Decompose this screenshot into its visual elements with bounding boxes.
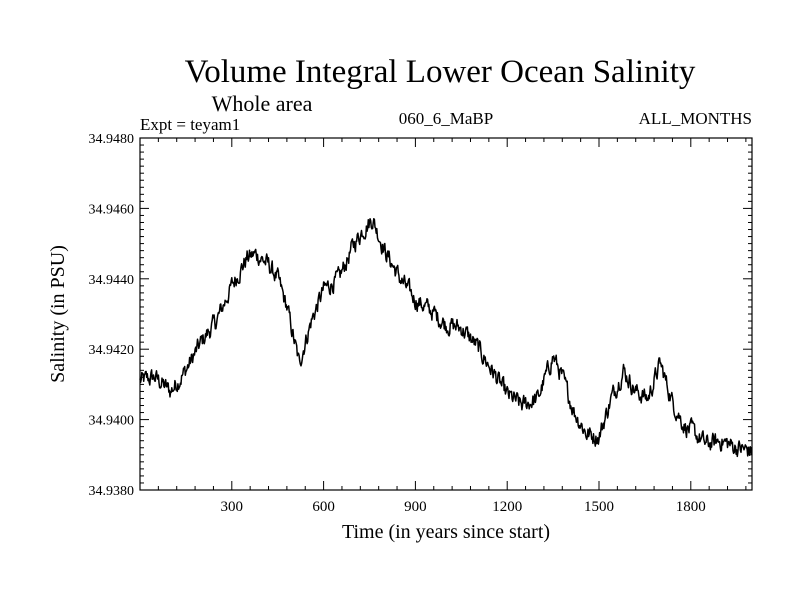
x-tick-label: 900 <box>404 499 427 515</box>
x-tick-label: 1200 <box>492 499 522 515</box>
chart-subtitle: Whole area <box>212 91 313 116</box>
x-tick-label: 1800 <box>676 499 706 515</box>
plot-area: 300 600 900 1200 1500 1800 34.9380 34.9400 34.94… <box>89 132 753 515</box>
x-tick-label: 600 <box>312 499 335 515</box>
x-axis-label: Time (in years since start) <box>342 521 550 543</box>
y-tick-label: 34.9480 <box>89 132 135 147</box>
chart-title: Volume Integral Lower Ocean Salinity <box>185 54 696 90</box>
experiment-label: Expt = teyam1 <box>140 115 240 134</box>
y-tick-label: 34.9380 <box>89 484 135 499</box>
plot-frame <box>139 137 753 491</box>
y-tick-label: 34.9460 <box>89 202 135 217</box>
x-tick-label: 300 <box>221 499 244 515</box>
y-tick-label: 34.9400 <box>89 414 135 429</box>
y-tick-label: 34.9420 <box>89 343 135 358</box>
x-tick-label: 1500 <box>584 499 614 515</box>
series-line-0 <box>139 217 753 458</box>
months-label: ALL_MONTHS <box>639 109 752 128</box>
run-label: 060_6_MaBP <box>399 109 493 128</box>
y-axis-label: Salinity (in PSU) <box>47 245 69 383</box>
y-tick-label: 34.9440 <box>89 273 135 288</box>
